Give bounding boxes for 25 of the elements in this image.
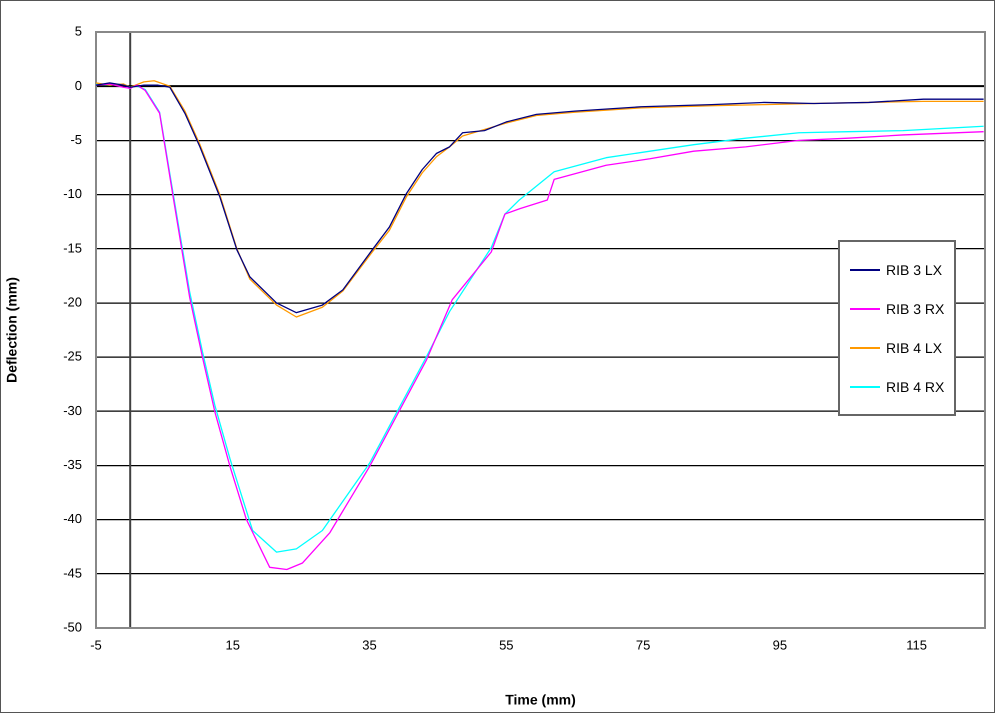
legend-label: RIB 4 RX bbox=[886, 378, 944, 394]
y-tick-label: -20 bbox=[63, 294, 82, 310]
y-tick-label: -25 bbox=[63, 348, 82, 364]
x-tick-label: 55 bbox=[499, 637, 514, 652]
x-axis-title: Time (mm) bbox=[505, 691, 576, 708]
x-tick-label: 95 bbox=[772, 637, 788, 652]
x-tick-label: 115 bbox=[906, 637, 927, 652]
y-axis-title: Deflection (mm) bbox=[3, 277, 20, 383]
y-tick-label: -30 bbox=[63, 402, 82, 418]
y-tick-label: 0 bbox=[74, 78, 82, 93]
x-tick-label: 15 bbox=[226, 637, 240, 652]
y-tick-label: 5 bbox=[74, 24, 82, 39]
y-tick-label: -15 bbox=[63, 240, 82, 256]
legend-label: RIB 4 LX bbox=[886, 340, 942, 356]
y-tick-label: -5 bbox=[70, 132, 82, 147]
x-tick-label: 35 bbox=[362, 637, 377, 652]
y-tick-label: -10 bbox=[63, 186, 82, 202]
legend-label: RIB 3 LX bbox=[886, 262, 942, 278]
y-tick-label: -45 bbox=[63, 565, 82, 580]
x-tick-label: -5 bbox=[90, 637, 102, 652]
y-tick-label: -35 bbox=[63, 457, 82, 472]
legend-label: RIB 3 RX bbox=[886, 300, 944, 316]
x-tick-label: 75 bbox=[636, 637, 650, 652]
y-tick-label: -40 bbox=[63, 511, 82, 526]
y-tick-label: -50 bbox=[63, 620, 82, 635]
